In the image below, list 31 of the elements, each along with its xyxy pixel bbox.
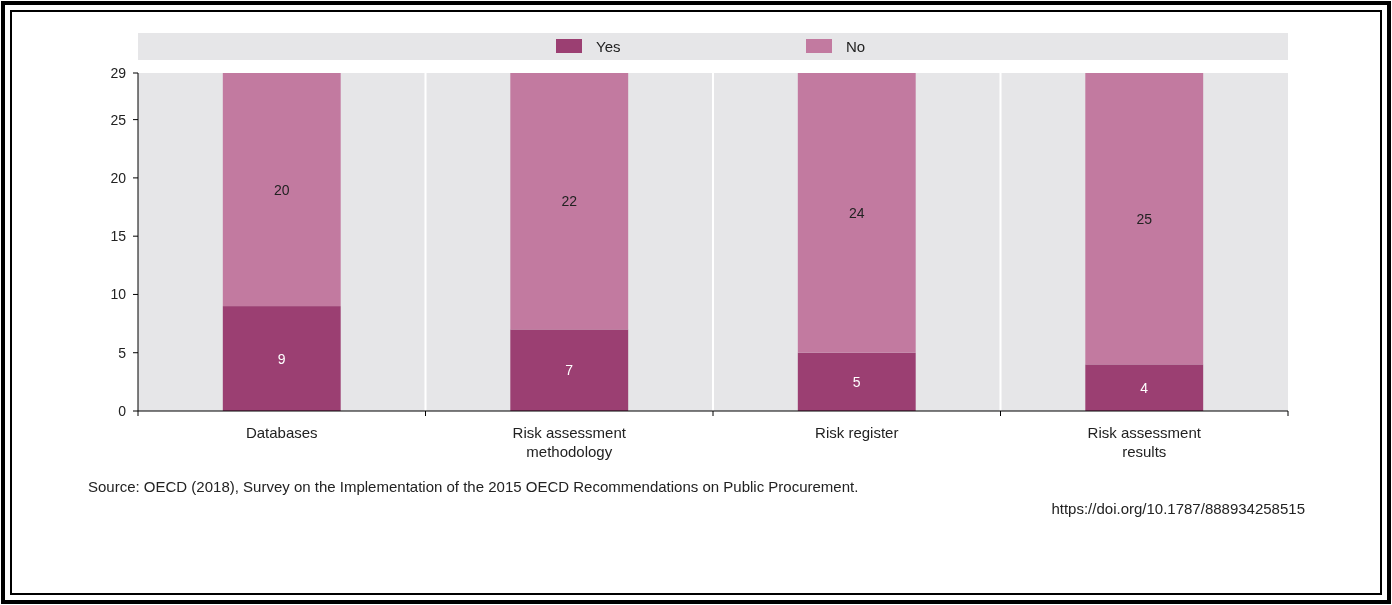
y-tick-label: 15 [110,228,127,245]
legend-label: No [846,38,866,55]
x-tick-label: Risk register [815,424,899,441]
y-tick-label: 20 [110,169,127,186]
bar [222,306,341,411]
data-label: 22 [561,193,578,210]
bar [222,73,341,307]
y-tick-label: 25 [110,111,127,128]
y-tick-label: 29 [110,65,127,81]
y-tick-label: 10 [110,286,127,303]
data-label: 4 [1140,379,1149,396]
legend-label: Yes [596,38,621,55]
bar [510,329,629,411]
source-note: Source: OECD (2018), Survey on the Implementation of the 2015 OECD Recommendations on Public Procurement. [88,478,859,495]
data-label: 9 [277,350,286,367]
data-label: 7 [565,362,574,379]
data-label: 20 [273,181,290,198]
x-tick-label: Risk assessment results [1087,424,1202,460]
x-tick-label: Databases [245,424,318,441]
y-tick-label: 0 [118,403,127,419]
bar [1085,73,1204,365]
y-tick-label: 5 [118,344,127,361]
text: https://doi.org/10.1787/888934258515 [1051,500,1305,517]
data-label: 25 [1136,210,1153,227]
data-label: 24 [848,204,865,221]
bar [1085,364,1204,411]
data-label: 5 [852,373,861,390]
bar [797,352,916,411]
x-tick-label: Risk assessment methodology [512,424,627,460]
bar [510,73,629,330]
bar [797,73,916,353]
